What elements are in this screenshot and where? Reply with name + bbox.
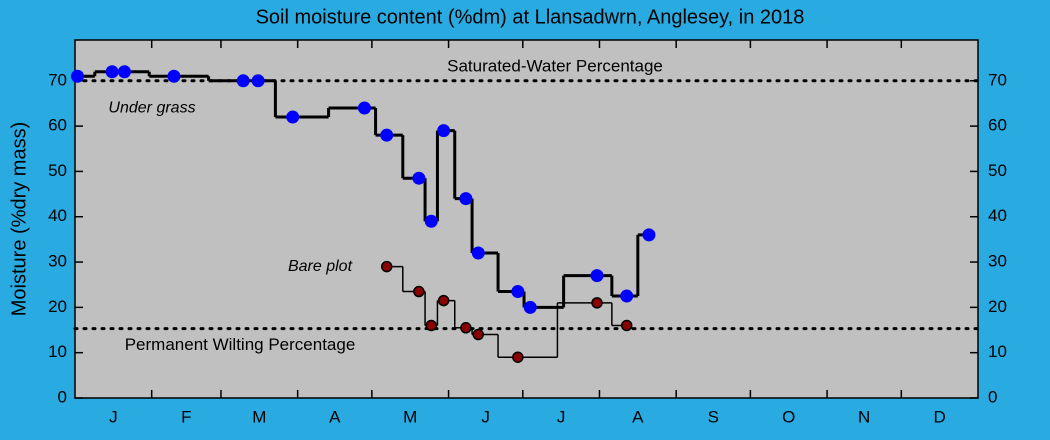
data-point — [620, 289, 634, 303]
y2-tick-label: 0 — [988, 387, 997, 406]
data-point — [437, 294, 450, 307]
data-point — [620, 319, 633, 332]
data-point — [459, 192, 473, 206]
data-point — [236, 74, 250, 88]
x-tick-label: N — [858, 407, 870, 426]
data-point — [413, 285, 425, 298]
x-tick-label: M — [403, 407, 417, 426]
x-tick-label: M — [252, 407, 266, 426]
y-tick-label: 50 — [48, 161, 67, 180]
y-tick-label: 30 — [48, 252, 67, 271]
reference-label: Permanent Wilting Percentage — [125, 335, 356, 354]
data-point — [251, 74, 265, 88]
data-point — [70, 69, 84, 83]
data-point — [357, 101, 371, 115]
y-tick-label: 60 — [48, 116, 67, 135]
data-point — [511, 285, 525, 299]
y2-tick-label: 70 — [988, 70, 1007, 89]
data-point — [286, 110, 300, 124]
y-tick-label: 0 — [58, 387, 67, 406]
data-point — [425, 319, 438, 332]
plot-area — [74, 39, 979, 399]
data-point — [512, 351, 524, 363]
x-tick-label: J — [481, 407, 490, 426]
data-point — [523, 300, 537, 314]
data-point — [591, 297, 603, 309]
x-tick-label: S — [708, 407, 719, 426]
data-point — [167, 69, 181, 83]
reference-label: Saturated-Water Percentage — [447, 56, 663, 75]
x-tick-label: A — [329, 407, 341, 426]
data-point — [471, 246, 485, 260]
x-tick-label: J — [109, 407, 118, 426]
x-tick-label: O — [782, 407, 795, 426]
y2-tick-label: 50 — [988, 161, 1007, 180]
y-tick-label: 40 — [48, 206, 67, 225]
y-tick-label: 20 — [48, 297, 67, 316]
y2-tick-label: 30 — [988, 252, 1007, 271]
data-point — [642, 228, 656, 242]
data-point — [590, 269, 604, 283]
data-point — [412, 171, 426, 185]
series-label: Under grass — [108, 99, 195, 116]
data-point — [460, 322, 472, 334]
y2-tick-label: 60 — [988, 116, 1007, 135]
data-point — [472, 328, 485, 341]
data-point — [117, 65, 131, 79]
y-axis-label: Moisture (%dry mass) — [8, 122, 30, 316]
chart-title: Soil moisture content (%dm) at Llansadwr… — [256, 6, 805, 28]
data-point — [424, 214, 438, 228]
x-tick-label: A — [632, 407, 644, 426]
y-tick-label: 70 — [48, 70, 67, 89]
y-tick-label: 10 — [48, 342, 67, 361]
y2-tick-label: 40 — [988, 206, 1007, 225]
data-point — [437, 124, 451, 138]
data-point — [105, 65, 119, 79]
y2-tick-label: 10 — [988, 342, 1007, 361]
y2-tick-label: 20 — [988, 297, 1007, 316]
x-tick-label: F — [181, 407, 191, 426]
x-tick-label: J — [557, 407, 566, 426]
series-label: Bare plot — [288, 258, 353, 275]
data-point — [380, 128, 394, 142]
x-tick-label: D — [934, 407, 946, 426]
data-point — [380, 260, 393, 273]
